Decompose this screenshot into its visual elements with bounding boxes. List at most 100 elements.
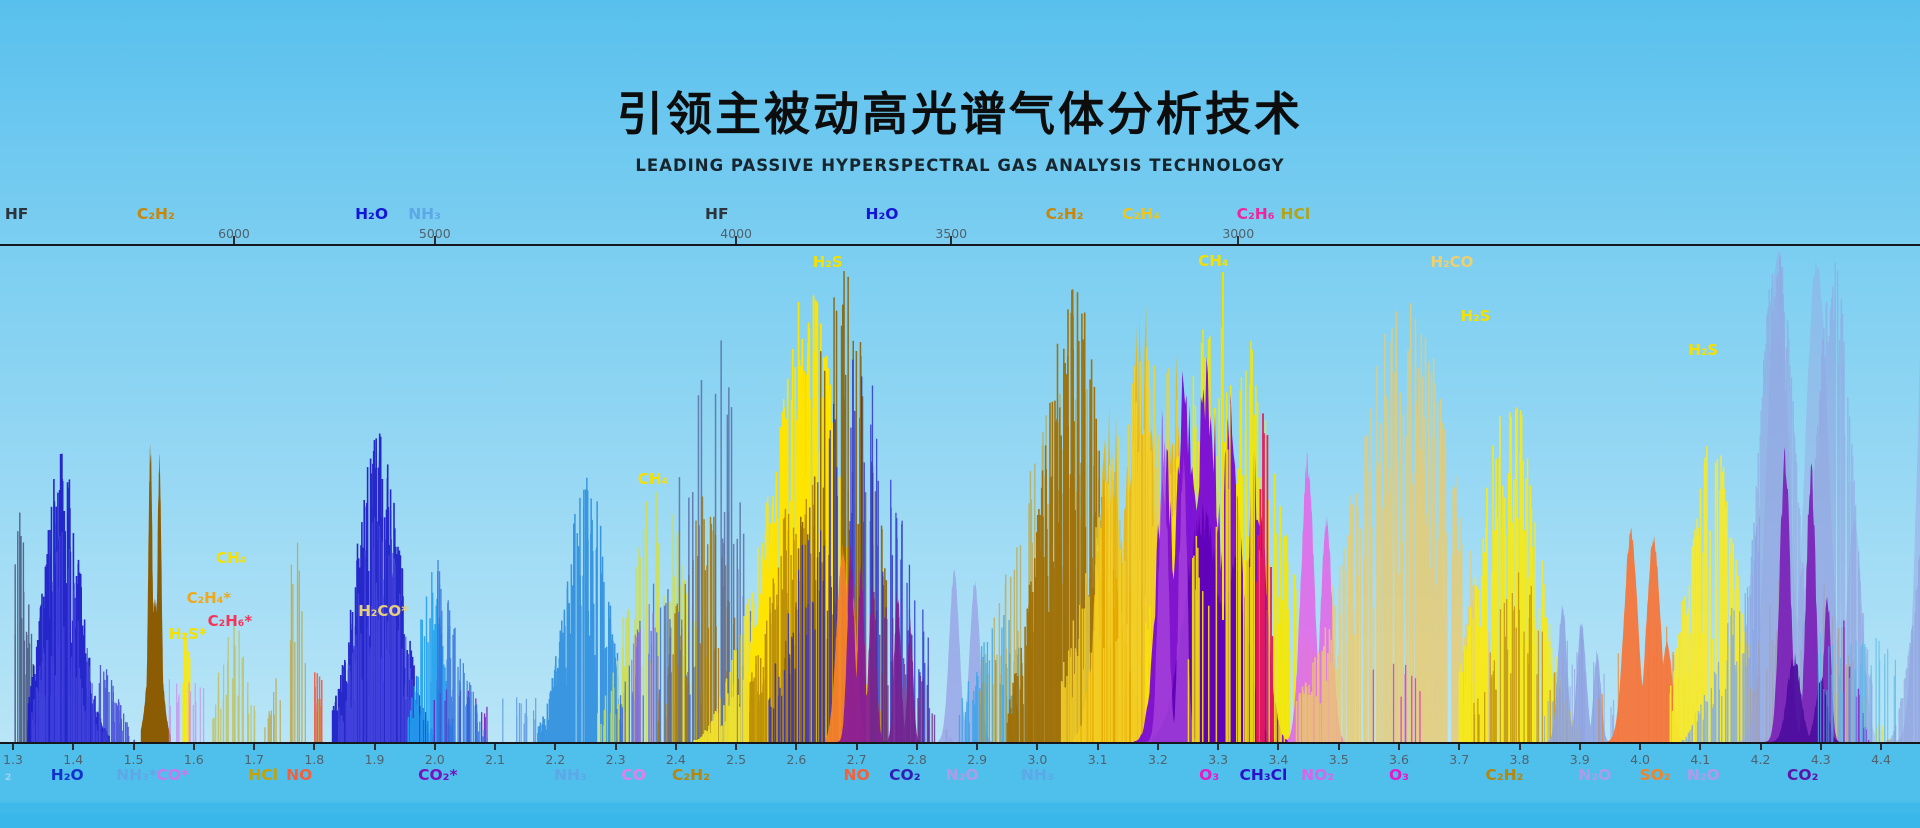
bottom-gas-label-NH₃: NH₃: [554, 766, 587, 784]
bottom-axis-tick: [494, 744, 497, 750]
bottom-axis-ticklabel: 3.7: [1449, 752, 1470, 767]
bottom-axis-tick: [1217, 744, 1220, 750]
band-co2: [1802, 262, 1873, 742]
inplot-label-CH₄: CH₄: [1198, 252, 1229, 270]
top-gas-label-C₂H₆: C₂H₆: [1236, 205, 1275, 223]
top-axis-ticklabel: 5000: [418, 226, 451, 241]
bottom-gas-label-NH₃: NH₃: [1021, 766, 1054, 784]
top-axis-tick: [950, 236, 953, 244]
bottom-axis-ticklabel: 3.9: [1569, 752, 1590, 767]
bottom-gas-label-C₂H₂: C₂H₂: [671, 766, 710, 784]
band-hf: [663, 340, 752, 742]
top-axis-tick: [433, 236, 436, 244]
bottom-axis-tick: [1578, 744, 1581, 750]
bottom-gas-label-N₂O: N₂O: [1686, 766, 1720, 784]
bottom-gas-label-H₂O: H₂O: [50, 766, 84, 784]
footer-strip: [0, 814, 1920, 828]
band-h2o: [31, 532, 107, 742]
top-axis-ticklabel: 6000: [218, 226, 250, 241]
inplot-label-H₂CO: H₂CO: [1430, 253, 1474, 271]
bottom-axis-tick: [373, 744, 376, 750]
bottom-axis-tick: [1277, 744, 1280, 750]
bottom-axis-tick: [1759, 744, 1762, 750]
bottom-axis-tick: [1699, 744, 1702, 750]
top-gas-label-C₂H₂: C₂H₂: [136, 205, 175, 223]
bottom-axis-ticklabel: 3.1: [1087, 752, 1108, 767]
top-axis-tick: [1237, 236, 1240, 244]
band-o3: [1372, 663, 1421, 742]
band-n2o: [1817, 633, 1896, 742]
bottom-axis-line: [0, 742, 1920, 744]
bottom-axis-tick: [674, 744, 677, 750]
bottom-axis-ticklabel: 1.8: [304, 752, 325, 767]
top-axis-ticklabel: 4000: [720, 226, 753, 241]
bottom-axis-ticklabel: 1.4: [63, 752, 84, 767]
bottom-gas-label-N₂O: N₂O: [1578, 766, 1612, 784]
band-co: [168, 679, 205, 742]
bottom-axis-ticklabel: 3.3: [1208, 752, 1229, 767]
spectra-plot: [14, 249, 1920, 742]
band-h2o: [436, 560, 488, 742]
top-axis-line: [0, 244, 1920, 246]
bottom-axis-tick: [1880, 744, 1883, 750]
bottom-axis-ticklabel: 3.6: [1389, 752, 1409, 767]
band-ch4: [1187, 340, 1298, 742]
bottom-axis-tick: [855, 744, 858, 750]
bottom-gas-label-CO₂: CO₂: [889, 766, 921, 784]
top-gas-label-HF: HF: [4, 205, 29, 223]
band-co2: [870, 591, 953, 742]
inplot-label-H₂S: H₂S: [812, 253, 843, 271]
inplot-label-H₂CO*: H₂CO*: [358, 602, 409, 620]
bottom-axis-ticklabel: 3.2: [1147, 752, 1168, 767]
band-h2o: [338, 517, 430, 742]
bottom-gas-label-SO₂: SO₂: [1639, 766, 1671, 784]
top-gas-label-NH₃: NH₃: [408, 205, 441, 223]
bottom-axis-ticklabel: 3.0: [1027, 752, 1048, 767]
bottom-axis-ticklabel: 1.6: [183, 752, 204, 767]
inplot-label-H₂S*: H₂S*: [168, 625, 207, 643]
bottom-gas-label-C₂H₂: C₂H₂: [1485, 766, 1524, 784]
bottom-axis-ticklabel: 4.2: [1750, 752, 1771, 767]
band-c2h2: [140, 443, 171, 742]
top-gas-label-HF: HF: [705, 205, 729, 223]
bottom-axis-ticklabel: 2.5: [726, 752, 747, 767]
bottom-axis-tick: [313, 744, 316, 750]
band-so2: [1606, 528, 1683, 742]
top-gas-label-C₂H₄: C₂H₄: [1122, 205, 1161, 223]
bottom-axis-ticklabel: 2.6: [786, 752, 807, 767]
bottom-gas-label-NH₃*: NH₃*: [116, 766, 157, 784]
band-co2: [1886, 555, 1920, 742]
ch4-pointer-line: [1222, 272, 1224, 620]
band-ch3cl: [1139, 409, 1219, 742]
band-co2: [1760, 447, 1842, 742]
bottom-axis-tick: [1397, 744, 1400, 750]
band-c2h6: [1256, 413, 1274, 742]
top-axis-tick: [735, 236, 738, 244]
band-no: [314, 672, 323, 742]
bottom-axis-tick: [735, 744, 738, 750]
bottom-axis-tick: [253, 744, 256, 750]
bottom-gas-label-₂: ₂: [4, 766, 12, 784]
bottom-gas-label-N₂O: N₂O: [945, 766, 979, 784]
top-axis-ticklabel: 3500: [935, 226, 968, 241]
bottom-axis-ticklabel: 2.2: [545, 752, 566, 767]
bottom-axis-tick: [1458, 744, 1461, 750]
bottom-axis-ticklabel: 2.7: [846, 752, 867, 767]
inplot-label-C₂H₄*: C₂H₄*: [186, 589, 232, 607]
top-axis-ticklabel: 3000: [1222, 226, 1255, 241]
bottom-axis-ticklabel: 3.4: [1268, 752, 1289, 767]
band-co2: [1766, 653, 1845, 742]
band-n2o: [938, 569, 993, 742]
bottom-gas-label-CH₃Cl: CH₃Cl: [1239, 766, 1288, 784]
top-gas-label-H₂O: H₂O: [355, 205, 389, 223]
band-ch4: [212, 620, 256, 742]
bottom-axis-ticklabel: 4.0: [1630, 752, 1650, 767]
top-axis-tick: [232, 236, 235, 244]
bottom-gas-label-CO₂*: CO₂*: [418, 766, 458, 784]
bottom-gas-label-HCl: HCl: [248, 766, 278, 784]
bottom-axis-ticklabel: 1.5: [123, 752, 144, 767]
bottom-gas-label-NO₂: NO₂: [1301, 766, 1335, 784]
band-nh3: [537, 477, 626, 742]
bottom-axis-ticklabel: 2.9: [967, 752, 988, 767]
